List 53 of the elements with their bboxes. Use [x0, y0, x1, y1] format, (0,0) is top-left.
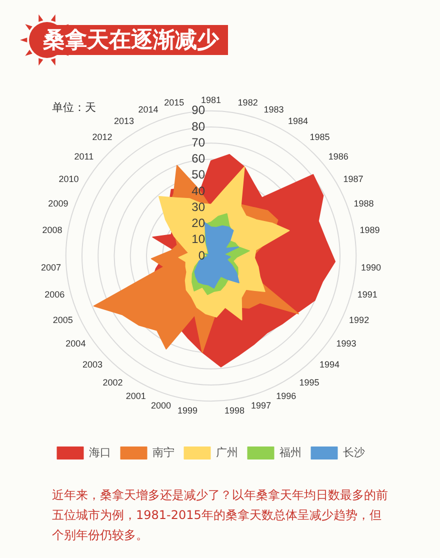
spoke-label: 1997 — [250, 400, 271, 411]
spoke-label: 2007 — [40, 262, 62, 273]
spoke-label: 2015 — [164, 97, 184, 108]
spoke-label: 2009 — [48, 198, 68, 209]
legend-label: 长沙 — [342, 446, 365, 460]
y-tick-label: 20 — [192, 216, 206, 230]
spoke-label: 1996 — [276, 391, 296, 402]
y-tick-label: 10 — [192, 232, 206, 246]
y-tick-label: 80 — [192, 119, 206, 134]
spoke-label: 1981 — [200, 94, 222, 105]
spoke-label: 1988 — [354, 198, 374, 209]
spoke-label: 1985 — [310, 132, 330, 142]
spoke-label: 2001 — [126, 391, 146, 402]
spoke-label: 1992 — [349, 314, 370, 325]
spoke-label: 1991 — [357, 289, 378, 300]
y-tick-label: 50 — [192, 168, 206, 182]
spoke-label: 2006 — [44, 289, 65, 300]
spoke-label: 1987 — [343, 174, 364, 184]
chart-title: 桑拿天在逐渐减少 — [43, 27, 219, 52]
spoke-label: 2008 — [42, 224, 62, 235]
spoke-label: 2010 — [58, 174, 79, 184]
spoke-label: 2011 — [74, 151, 94, 162]
spoke-label: 1994 — [320, 360, 340, 370]
spoke-label: 1995 — [299, 377, 320, 388]
spoke-label: 1993 — [336, 338, 356, 349]
spoke-label: 1984 — [288, 116, 308, 126]
legend-label: 广州 — [216, 446, 238, 460]
spoke-label: 1983 — [264, 104, 284, 115]
spoke-label: 2014 — [138, 104, 158, 115]
spoke-label: 2002 — [102, 377, 123, 388]
text: 单位：天 — [52, 101, 96, 115]
legend-label: 福州 — [279, 446, 302, 460]
text: 近年来，桑拿天增多还是减少了？以年桑拿天年均日数最多的前五位城市为例，1981-2015年的桑拿天数总体呈减少趋势，但个别年份仍较多。 — [52, 487, 389, 544]
spoke-label: 1990 — [360, 262, 382, 273]
spoke-label: 2000 — [151, 400, 172, 411]
spoke-label: 1989 — [360, 224, 380, 235]
spoke-label: 1998 — [224, 405, 244, 416]
spoke-label: 2012 — [92, 132, 112, 142]
y-tick-label: 90 — [192, 103, 206, 118]
y-tick-label: 30 — [192, 200, 206, 214]
spoke-label: 1986 — [328, 151, 348, 162]
spoke-label: 1982 — [238, 97, 258, 108]
legend-label: 海口 — [88, 447, 111, 460]
spoke-label: 2005 — [52, 314, 73, 325]
spoke-label: 2013 — [114, 116, 134, 126]
spoke-label: 1999 — [178, 405, 198, 416]
y-tick-label: 70 — [192, 135, 206, 150]
spoke-label: 2004 — [66, 338, 86, 349]
y-tick-label: 40 — [192, 184, 206, 198]
legend-label: 南宁 — [152, 446, 174, 460]
spoke-label: 2003 — [82, 360, 102, 370]
y-tick-label: 60 — [192, 152, 206, 166]
y-tick-label: 0 — [198, 248, 206, 262]
